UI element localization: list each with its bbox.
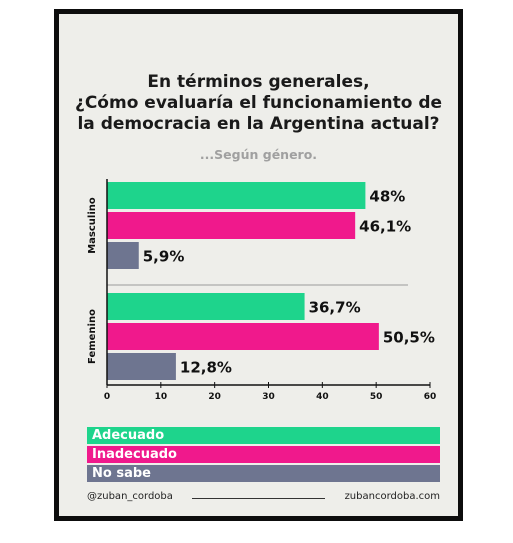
data-label-femenino-no-sabe: 12,8% bbox=[180, 359, 232, 377]
title-line-1: En términos generales, bbox=[147, 72, 370, 92]
bar-femenino-inadecuado bbox=[107, 323, 379, 350]
chart-card: En términos generales, ¿Cómo evaluaría e… bbox=[59, 14, 458, 516]
frame: En términos generales, ¿Cómo evaluaría e… bbox=[54, 9, 463, 521]
x-tick-label-50: 50 bbox=[370, 392, 383, 402]
legend-adecuado: Adecuado bbox=[87, 427, 440, 444]
x-tick-label-30: 30 bbox=[262, 392, 275, 402]
chart-title: En términos generales, ¿Cómo evaluaría e… bbox=[59, 72, 458, 135]
bar-femenino-adecuado bbox=[107, 293, 305, 320]
bar-chart: 48% 46,1% 5,9% Masculino 36,7% 50,5% 12,8% Feme… bbox=[87, 179, 437, 402]
legend-label-adecuado: Adecuado bbox=[92, 428, 165, 443]
x-tick-label-20: 20 bbox=[208, 392, 221, 402]
chart-subtitle: ...Según género. bbox=[199, 147, 318, 162]
legend-inadecuado: Inadecuado bbox=[87, 446, 440, 463]
bar-masculino-no-sabe bbox=[107, 242, 139, 269]
category-label-masculino: Masculino bbox=[87, 197, 98, 254]
x-tick-label-0: 0 bbox=[104, 392, 110, 402]
category-label-femenino: Femenino bbox=[87, 309, 98, 364]
data-label-masculino-no-sabe: 5,9% bbox=[143, 248, 185, 266]
footer-website[interactable]: zubancordoba.com bbox=[344, 491, 440, 502]
x-tick-label-10: 10 bbox=[155, 392, 168, 402]
bar-femenino-no-sabe bbox=[107, 353, 176, 380]
legend-label-inadecuado: Inadecuado bbox=[92, 447, 177, 462]
data-label-femenino-adecuado: 36,7% bbox=[309, 299, 361, 317]
footer-divider bbox=[192, 498, 325, 499]
x-tick-label-60: 60 bbox=[424, 392, 437, 402]
x-tick-label-40: 40 bbox=[316, 392, 329, 402]
title-line-3: la democracia en la Argentina actual? bbox=[77, 114, 440, 134]
footer-handle[interactable]: @zuban_cordoba bbox=[87, 491, 173, 502]
title-line-2: ¿Cómo evaluaría el funcionamiento de bbox=[74, 93, 443, 113]
data-label-masculino-adecuado: 48% bbox=[369, 188, 405, 206]
legend-label-no-sabe: No sabe bbox=[92, 466, 151, 481]
legend-no-sabe: No sabe bbox=[87, 465, 440, 482]
bar-masculino-inadecuado bbox=[107, 212, 356, 239]
data-label-femenino-inadecuado: 50,5% bbox=[383, 329, 435, 347]
data-label-masculino-inadecuado: 46,1% bbox=[359, 218, 411, 236]
bar-masculino-adecuado bbox=[107, 182, 366, 209]
